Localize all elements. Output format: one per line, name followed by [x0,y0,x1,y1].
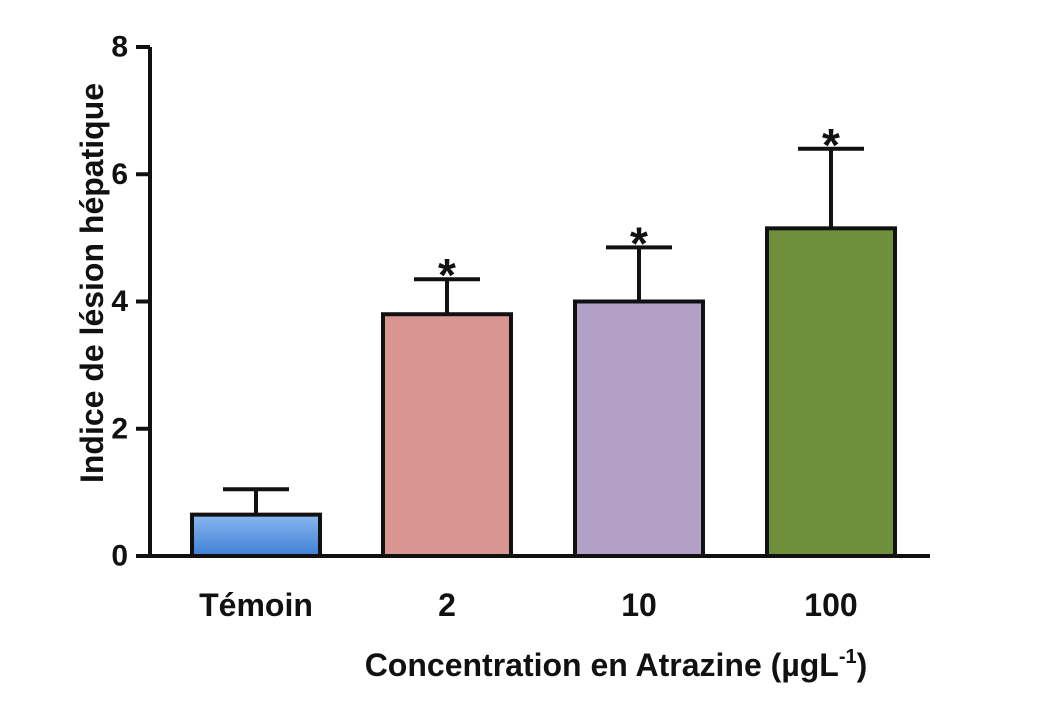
bar [381,312,513,558]
x-category-label: Témoin [199,587,313,623]
bar [190,512,322,558]
x-axis-title: Concentration en Atrazine (µgL-1) [365,646,868,683]
y-tick-label: 6 [111,158,128,191]
y-tick-label: 2 [111,412,128,445]
significance-marker: * [822,119,840,171]
bar [573,299,705,558]
y-tick-label: 0 [111,540,128,573]
significance-marker: * [630,217,648,269]
x-category-label: 2 [438,587,456,623]
x-category-label: 10 [621,587,657,623]
y-axis-title: Indice de lésion hépatique [74,83,110,483]
bar [765,226,897,559]
x-axis-title-close: ) [857,647,868,683]
bars-layer: * * * [190,119,897,559]
x-axis-title-superscript: -1 [839,646,857,668]
x-axis-title-main: Concentration en Atrazine (µgL [365,647,839,683]
x-category-label: 100 [804,587,857,623]
significance-marker: * [438,249,456,301]
x-category-labels: Témoin 2 10 100 [199,587,858,623]
y-tick-label: 4 [111,285,128,318]
y-ticks: 0 2 4 6 8 [111,31,150,573]
y-tick-label: 8 [111,31,128,64]
